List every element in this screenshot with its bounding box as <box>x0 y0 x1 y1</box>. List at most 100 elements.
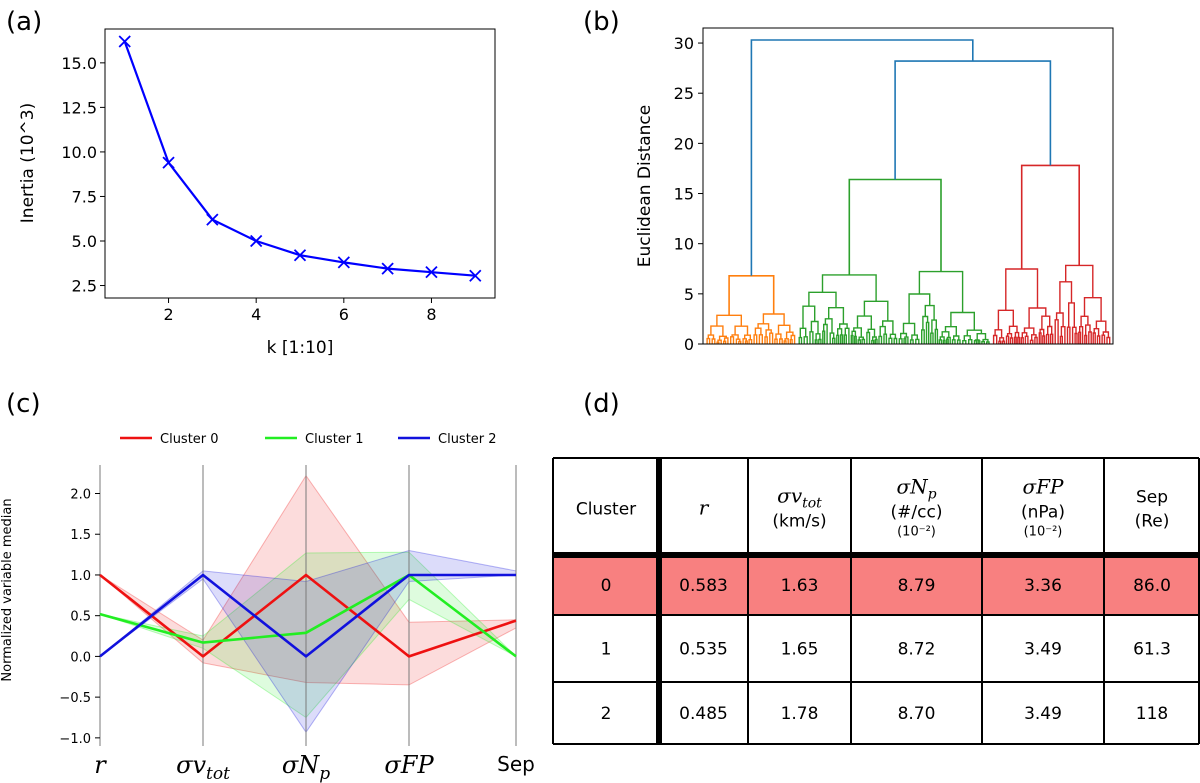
legend-item-0: Cluster 0 <box>120 432 219 447</box>
chart-a-point <box>469 269 482 282</box>
dendrogram-link <box>992 334 998 344</box>
table-header-text: (Re) <box>1135 512 1170 532</box>
dendrogram-link <box>857 339 861 344</box>
chart-a-xtick-label: 2 <box>163 305 173 324</box>
panel-label-d: (d) <box>583 389 620 419</box>
chart-c-line-1 <box>99 573 517 658</box>
dendrogram-link <box>1059 335 1063 344</box>
chart-a-ytick-label: 15.0 <box>61 54 97 73</box>
dendrogram-link <box>882 320 894 335</box>
chart-c: Cluster 0 Cluster 1 Cluster 2 −1.0 −0.5 0.0 0… <box>0 432 535 783</box>
dendrogram-link <box>711 338 716 344</box>
table-cell: 8.79 <box>898 576 936 596</box>
chart-b: 0 5 10 15 20 25 30 Euclidean Distance <box>635 27 1114 354</box>
dendrogram-link <box>1024 335 1029 344</box>
dendrogram-link <box>1023 327 1035 335</box>
table-header-math: r <box>699 496 710 520</box>
table-header-cell: r <box>699 496 710 520</box>
dendrogram-link <box>942 339 946 344</box>
dendrogram-link <box>950 311 975 331</box>
dendrogram-link <box>888 337 893 344</box>
dendrogram-link <box>809 331 814 344</box>
chart-b-ylabel: Euclidean Distance <box>635 105 655 268</box>
dendrogram-link <box>968 339 973 344</box>
table-header-math: σNp <box>896 475 936 503</box>
dendrogram-link <box>850 334 854 344</box>
dendrogram-link <box>1045 333 1050 344</box>
chart-a-marker-stroke <box>250 234 263 248</box>
chart-a-ytick-label: 7.5 <box>72 187 97 206</box>
panel-label-b: (b) <box>583 7 620 37</box>
dendrogram-link <box>789 339 793 344</box>
chart-a: 2 4 6 8 2.5 5.0 7.5 10.0 12.5 15.0 k [1:10] Inert… <box>18 28 496 358</box>
dendrogram-link <box>1054 319 1059 344</box>
chart-c-category-label: σvtot <box>176 751 230 783</box>
dendrogram-link <box>1042 335 1046 344</box>
chart-c-ytick-label: 0.0 <box>70 650 91 665</box>
chart-c-ytick-label: −0.5 <box>59 691 91 706</box>
chart-a-ytick-label: 2.5 <box>72 277 97 296</box>
dendrogram-cluster-orange-top-link <box>728 275 775 316</box>
table-cell: 118 <box>1136 704 1168 724</box>
dendrogram-link <box>824 318 833 334</box>
dendrogram-link <box>956 339 961 344</box>
chart-a-marker-stroke <box>118 35 131 48</box>
dendrogram-link <box>753 334 758 344</box>
dendrogram-link <box>803 336 808 344</box>
category-base: σFP <box>384 751 434 779</box>
dendrogram-link <box>837 328 843 336</box>
table-cell: 0.535 <box>679 640 728 660</box>
chart-b-ytick-label: 5 <box>684 285 694 304</box>
dendrogram-link <box>1096 335 1101 344</box>
chart-a-ylabel: Inertia (10^3) <box>18 103 38 223</box>
table-cell: 0.485 <box>679 704 728 724</box>
chart-c-ytick-label: 0.5 <box>70 610 91 625</box>
dendrogram-link <box>1047 325 1053 335</box>
math-base: σFP <box>1023 475 1065 499</box>
chart-a-ytick-label: 12.5 <box>61 98 97 117</box>
chart-b-ytick-label: 20 <box>674 134 694 153</box>
chart-c-category-label: Sep <box>497 752 535 776</box>
table-cell: 61.3 <box>1133 640 1171 660</box>
table-header-text: Cluster <box>576 500 636 520</box>
dendrogram-cluster-red-top-link <box>1020 164 1080 269</box>
dendrogram-link <box>1059 281 1073 313</box>
dendrogram-link <box>930 332 934 344</box>
legend-item-2: Cluster 2 <box>398 432 497 447</box>
dendrogram-link <box>909 339 914 344</box>
table-header-scale: (10⁻²) <box>1024 525 1063 540</box>
chart-b-ytick-label: 25 <box>674 84 694 103</box>
chart-a-marker-stroke <box>293 249 307 262</box>
chart-a-point <box>337 256 350 269</box>
dendrogram-link <box>974 339 980 341</box>
math-base: r <box>699 496 710 520</box>
dendrogram-link <box>748 339 753 344</box>
chart-c-ytick-label: 1.5 <box>70 528 91 543</box>
dendrogram-link <box>1095 320 1107 332</box>
math-subscript: p <box>928 487 937 503</box>
chart-c-line-0 <box>99 573 517 659</box>
table-header-text: Sep <box>1136 488 1168 508</box>
dendrogram-link <box>893 337 898 344</box>
chart-a-point <box>250 234 263 248</box>
chart-c-category-label: r <box>94 751 107 779</box>
dendrogram-link <box>1009 337 1014 344</box>
dendrogram-link <box>934 328 939 344</box>
dendrogram-link <box>878 335 883 344</box>
chart-a-point <box>381 262 394 275</box>
table-header-math: σFP <box>1023 475 1065 499</box>
dendrogram-link <box>871 339 875 344</box>
table-cell: 1 <box>601 640 612 660</box>
dendrogram-link <box>1101 334 1106 344</box>
table-cell: 1.63 <box>781 576 819 596</box>
table-header-scale: (10⁻²) <box>897 525 936 540</box>
chart-a-ytick-label: 10.0 <box>61 143 97 162</box>
chart-a-point <box>425 266 438 279</box>
dendrogram-link <box>1020 337 1024 344</box>
table-header-cell: Sep (Re) <box>1135 488 1170 532</box>
table-header-cell: σNp(#/cc) (10⁻²) <box>891 475 943 540</box>
chart-c-line-2 <box>99 573 516 659</box>
dendrogram-link <box>938 339 943 344</box>
dendrogram-link <box>921 329 925 344</box>
legend-item-1: Cluster 1 <box>265 432 364 447</box>
